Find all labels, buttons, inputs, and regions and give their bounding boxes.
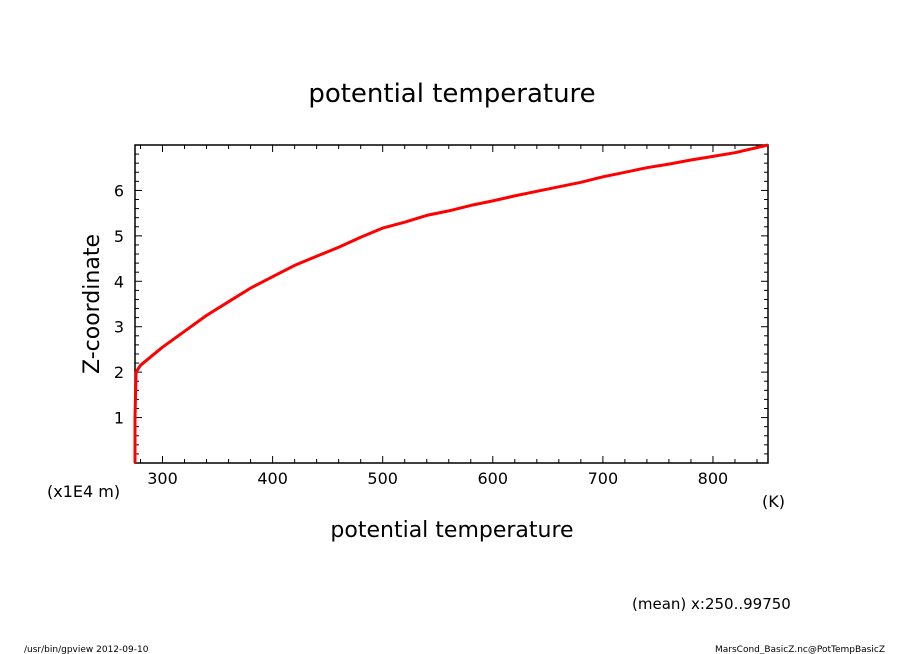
y-tick-label: 1 bbox=[114, 409, 124, 428]
y-tick-label: 5 bbox=[114, 227, 124, 246]
y-tick-label: 4 bbox=[114, 272, 124, 291]
x-axis-label: potential temperature bbox=[330, 518, 573, 543]
y-tick-label: 3 bbox=[114, 318, 124, 337]
chart-title: potential temperature bbox=[308, 79, 595, 109]
mean-note: (mean) x:250..99750 bbox=[632, 595, 791, 613]
footer-left-note: /usr/bin/gpview 2012-09-10 bbox=[24, 645, 149, 654]
y-axis-ticks bbox=[135, 153, 768, 455]
y-axis-label: Z-coordinate bbox=[80, 234, 105, 374]
series-line bbox=[133, 143, 769, 463]
y-axis-unit: (x1E4 m) bbox=[47, 482, 120, 501]
footer-right-note: MarsCond_BasicZ.nc@PotTempBasicZ bbox=[715, 645, 885, 654]
x-tick-label: 500 bbox=[367, 469, 398, 488]
x-axis-ticks bbox=[140, 145, 758, 463]
x-axis-tick-labels: 300 400 500 600 700 800 bbox=[147, 469, 728, 488]
y-tick-label: 6 bbox=[114, 181, 124, 200]
y-tick-label: 2 bbox=[114, 363, 124, 382]
x-tick-label: 600 bbox=[478, 469, 509, 488]
x-tick-label: 300 bbox=[147, 469, 178, 488]
x-tick-label: 700 bbox=[588, 469, 619, 488]
y-axis-tick-labels: 1 2 3 4 5 6 bbox=[114, 181, 124, 427]
x-axis-unit: (K) bbox=[762, 492, 785, 511]
plot-frame bbox=[134, 144, 769, 464]
x-tick-label: 800 bbox=[698, 469, 729, 488]
x-tick-label: 400 bbox=[257, 469, 288, 488]
